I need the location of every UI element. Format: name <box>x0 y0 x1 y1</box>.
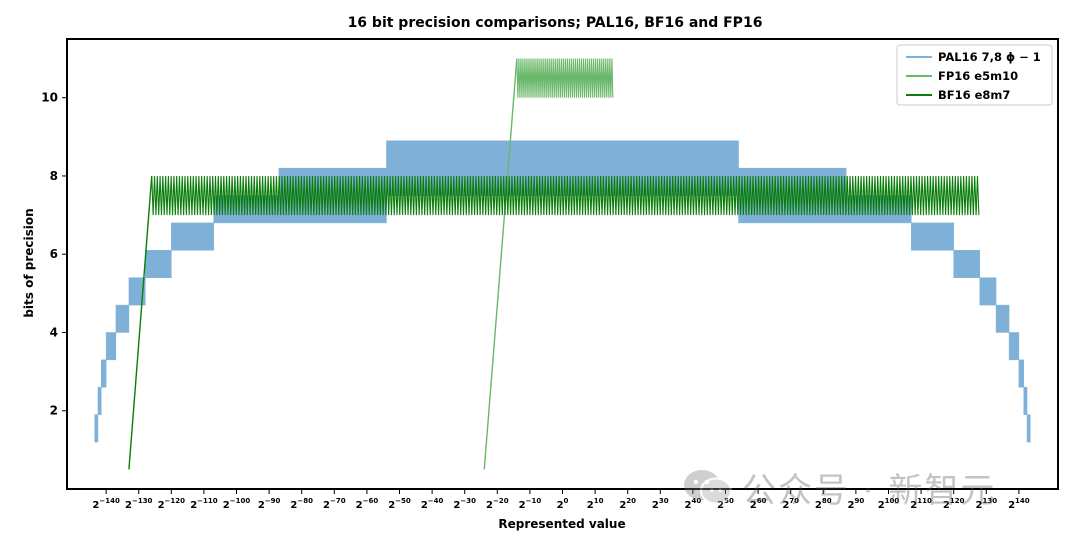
legend: PAL16 7,8 ϕ − 1 FP16 e5m10 BF16 e8m7 <box>896 44 1053 106</box>
pal16-step <box>94 414 99 443</box>
watermark-text: 公众号 · 新智元 <box>742 470 997 511</box>
pal16-step <box>1018 359 1025 388</box>
pal16-step <box>1026 414 1031 443</box>
x-tick-label: 260 <box>750 497 767 511</box>
x-tick-label: 2−140 <box>92 497 120 511</box>
x-tick-label: 2−90 <box>258 497 281 511</box>
pal16-step <box>128 277 146 306</box>
pal16-step <box>995 304 1010 333</box>
bf16-ramp <box>128 175 153 470</box>
x-tick-label: 2−30 <box>453 497 476 511</box>
pal16-step <box>115 304 130 333</box>
bf16-band <box>151 175 980 216</box>
pal16-step <box>100 359 107 388</box>
pal16-step <box>979 277 997 306</box>
x-tick-label: 230 <box>652 497 669 511</box>
x-tick-label: 20 <box>557 497 569 511</box>
pal16-step <box>105 332 117 361</box>
x-tick-label: 2140 <box>1008 497 1030 511</box>
legend-label-fp16: FP16 e5m10 <box>938 69 1018 83</box>
series-fp16 <box>483 58 614 470</box>
x-tick-label: 2−10 <box>519 497 542 511</box>
x-tick-label: 2−100 <box>223 497 251 511</box>
x-tick-label: 2−80 <box>290 497 313 511</box>
plot-frame <box>66 38 1059 490</box>
x-tick-label: 2130 <box>975 497 997 511</box>
fp16-band <box>516 58 614 98</box>
x-axis-label: Represented value <box>498 517 625 531</box>
y-tick-label: 6 <box>50 247 58 261</box>
pal16-step <box>144 250 172 278</box>
series-bf16 <box>128 175 980 470</box>
x-tick-label: 210 <box>587 497 604 511</box>
x-tick-label: 2−110 <box>190 497 218 511</box>
pal16-step <box>953 250 981 278</box>
pal16-step <box>911 222 954 251</box>
y-axis-ticks: 2 4 6 8 10 <box>41 91 67 418</box>
legend-label-bf16: BF16 e8m7 <box>938 88 1010 102</box>
x-tick-label: 2120 <box>943 497 965 511</box>
x-tick-label: 220 <box>619 497 636 511</box>
pal16-step <box>1008 332 1020 361</box>
wechat-icon <box>684 470 732 505</box>
y-tick-label: 2 <box>50 404 58 418</box>
y-tick-label: 10 <box>41 91 58 105</box>
legend-box <box>896 44 1053 106</box>
x-axis-ticks: 2−140 2−130 2−120 2−110 2−100 2−90 2−80 2−70 2−6… <box>92 489 1030 511</box>
x-tick-label: 290 <box>848 497 865 511</box>
pal16-step <box>97 387 102 415</box>
y-tick-label: 8 <box>50 169 58 183</box>
fp16-ramp <box>483 58 518 470</box>
x-tick-label: 2−60 <box>356 497 379 511</box>
y-axis-label: bits of precision <box>22 208 36 317</box>
x-tick-label: 270 <box>782 497 799 511</box>
x-tick-label: 2−130 <box>125 497 153 511</box>
x-tick-label: 2−70 <box>323 497 346 511</box>
x-tick-label: 2−120 <box>158 497 186 511</box>
chart-title: 16 bit precision comparisons; PAL16, BF1… <box>348 15 763 31</box>
x-tick-label: 2−40 <box>421 497 444 511</box>
x-tick-label: 2−20 <box>486 497 509 511</box>
x-tick-label: 280 <box>815 497 832 511</box>
x-tick-label: 2100 <box>878 497 900 511</box>
y-tick-label: 4 <box>50 325 58 339</box>
pal16-step <box>1023 387 1028 415</box>
watermark: 公众号 · 新智元 <box>682 462 996 512</box>
plot-area <box>94 58 1031 470</box>
pal16-step <box>171 222 214 251</box>
legend-label-pal16: PAL16 7,8 ϕ − 1 <box>938 50 1041 64</box>
x-tick-label: 240 <box>685 497 702 511</box>
x-tick-label: 2−50 <box>388 497 411 511</box>
x-tick-label: 250 <box>717 497 734 511</box>
x-tick-label: 2110 <box>910 497 932 511</box>
